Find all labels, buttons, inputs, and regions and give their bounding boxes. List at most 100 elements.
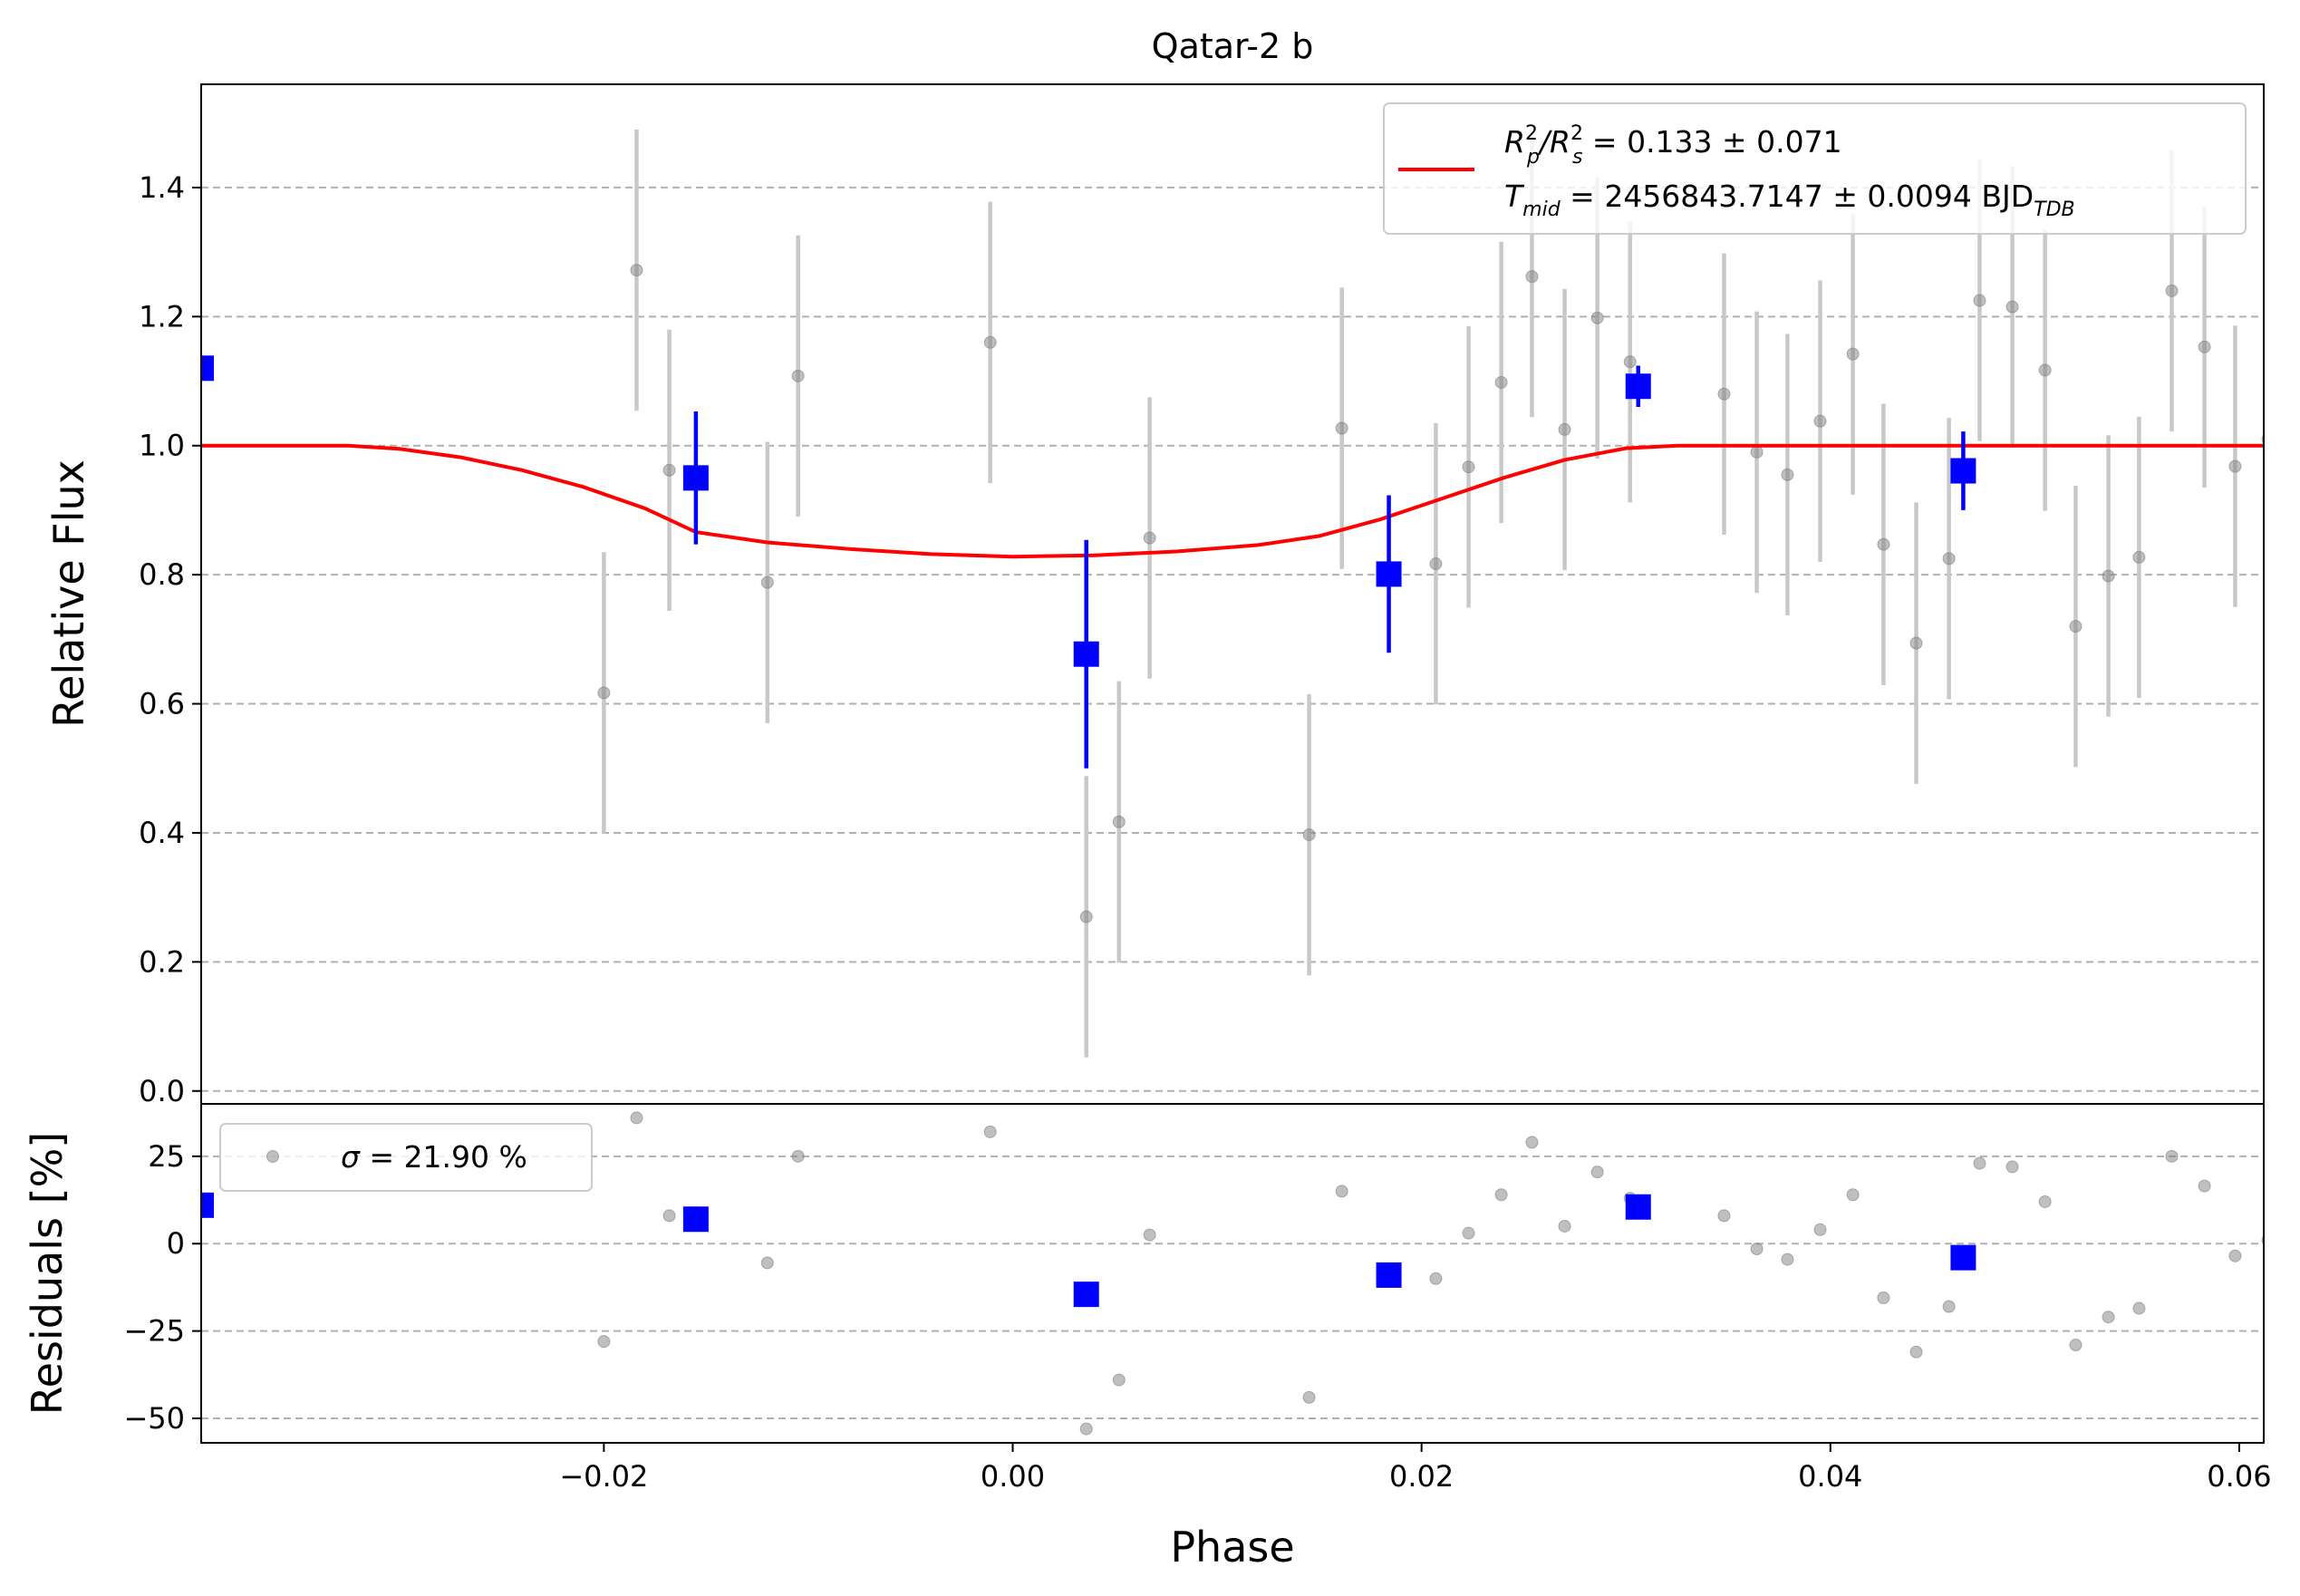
top-y-tick-label: 0.6	[139, 687, 185, 721]
binned-point	[201, 355, 214, 382]
residual-point	[1112, 1373, 1126, 1387]
residual-point	[2132, 1301, 2146, 1315]
binned-residual-point	[682, 1206, 709, 1233]
raw-point	[2005, 300, 2019, 314]
residual-point	[1750, 1243, 1764, 1256]
legend-depth-entry: R2 p/R2 s = 0.133 ± 0.071	[1504, 122, 1842, 169]
bottom-panel-frame	[200, 1103, 2265, 1444]
raw-point	[1462, 460, 1475, 474]
binned-point	[1950, 458, 1976, 484]
raw-point	[630, 264, 643, 277]
raw-point	[1973, 294, 1986, 307]
bottom-y-tick-label: −25	[123, 1314, 185, 1349]
raw-point	[1494, 375, 1508, 389]
raw-point	[1429, 557, 1443, 571]
raw-point	[2102, 569, 2115, 583]
transit-model-line	[201, 443, 2264, 559]
residual-point	[2228, 1249, 2242, 1262]
top-legend: R2 p/R2 s = 0.133 ± 0.071 Tmid = 2456843.7…	[1383, 102, 2247, 235]
x-tick-label: 0.00	[981, 1459, 1045, 1494]
bottom-legend: σ = 21.90 %	[219, 1123, 593, 1192]
raw-point	[1558, 422, 1571, 436]
residual-point	[2005, 1160, 2019, 1174]
raw-point	[1942, 552, 1956, 566]
raw-point	[1112, 815, 1126, 828]
top-binned-errorbars	[693, 365, 1966, 769]
top-panel-frame	[200, 83, 2265, 1105]
raw-point	[791, 369, 805, 382]
residual-point	[2038, 1195, 2052, 1208]
bottom-y-tick-label: −50	[123, 1401, 185, 1436]
residual-point	[1942, 1300, 1956, 1313]
x-tick-label: 0.06	[2207, 1459, 2271, 1494]
x-axis-label: Phase	[1170, 1523, 1294, 1572]
residual-point	[597, 1335, 611, 1349]
residual-point	[1973, 1156, 1986, 1170]
raw-point	[2198, 340, 2211, 353]
binned-residual-point	[201, 1192, 214, 1218]
residual-point	[983, 1125, 997, 1138]
residual-point	[1781, 1253, 1794, 1266]
residual-point	[1909, 1345, 1923, 1359]
residual-point	[1302, 1390, 1316, 1404]
residual-point	[1079, 1422, 1093, 1436]
x-tick-label: 0.02	[1389, 1459, 1454, 1494]
bottom-y-axis: −50 −25 0 25	[123, 1139, 201, 1436]
raw-point	[2132, 550, 2146, 564]
raw-point	[1717, 387, 1731, 401]
bottom-y-axis-label: Residuals [%]	[23, 1132, 72, 1415]
top-y-tick-label: 0.0	[139, 1074, 185, 1108]
residual-point	[2165, 1149, 2179, 1163]
residual-point	[1590, 1166, 1604, 1179]
bottom-y-tick-label: 0	[167, 1226, 185, 1261]
x-axis: −0.02 0.00 0.02 0.04 0.06	[559, 1443, 2272, 1494]
raw-point	[1143, 531, 1156, 545]
top-y-tick-label: 1.4	[139, 170, 185, 205]
top-y-tick-label: 0.4	[139, 816, 185, 850]
bottom-y-tick-label: 25	[148, 1139, 185, 1174]
raw-point	[1909, 636, 1923, 650]
top-y-tick-label: 1.0	[139, 429, 185, 463]
legend-residual-marker	[266, 1150, 279, 1163]
bottom-raw-residual-points	[597, 1111, 2264, 1436]
top-y-axis-label: Relative Flux	[44, 459, 93, 728]
residual-point	[1335, 1185, 1348, 1198]
bottom-panel-grid	[201, 1155, 2264, 1420]
raw-point	[597, 686, 611, 700]
residual-point	[1494, 1188, 1508, 1202]
bottom-binned-residual-points	[201, 1192, 1976, 1308]
raw-point	[1079, 910, 1093, 924]
binned-point	[682, 465, 709, 491]
raw-point	[1781, 468, 1794, 481]
top-panel-grid	[201, 186, 2264, 1092]
binned-residual-point	[1625, 1194, 1651, 1220]
raw-point	[1877, 537, 1890, 551]
raw-point	[2228, 459, 2242, 473]
binned-residual-point	[1376, 1262, 1402, 1288]
residual-point	[760, 1256, 774, 1270]
top-y-axis: 0.0 0.2 0.4 0.6 0.8 1.0 1.2 1.4	[139, 170, 201, 1108]
raw-point	[1846, 347, 1860, 361]
raw-point	[1335, 421, 1348, 435]
x-tick-label: 0.04	[1798, 1459, 1862, 1494]
binned-residual-point	[1950, 1244, 1976, 1271]
raw-point	[1525, 270, 1539, 284]
top-y-tick-label: 0.2	[139, 944, 185, 979]
top-y-tick-label: 1.2	[139, 299, 185, 334]
residual-point	[1717, 1209, 1731, 1223]
residual-point	[662, 1209, 676, 1223]
residual-point	[2198, 1179, 2211, 1193]
residual-point	[2102, 1311, 2115, 1324]
binned-point	[1073, 641, 1099, 667]
raw-point	[2069, 620, 2083, 634]
raw-point	[1590, 311, 1604, 324]
raw-point	[1750, 445, 1764, 459]
raw-point	[2165, 284, 2179, 297]
top-panel: 0.0 0.2 0.4 0.6 0.8 1.0 1.2 1.4 Relative Flux R…	[44, 83, 2265, 1108]
top-binned-points	[201, 355, 1976, 667]
residual-point	[1429, 1272, 1443, 1285]
raw-point	[1623, 355, 1637, 369]
residual-point	[630, 1111, 643, 1125]
top-legend-box	[1383, 102, 2247, 235]
